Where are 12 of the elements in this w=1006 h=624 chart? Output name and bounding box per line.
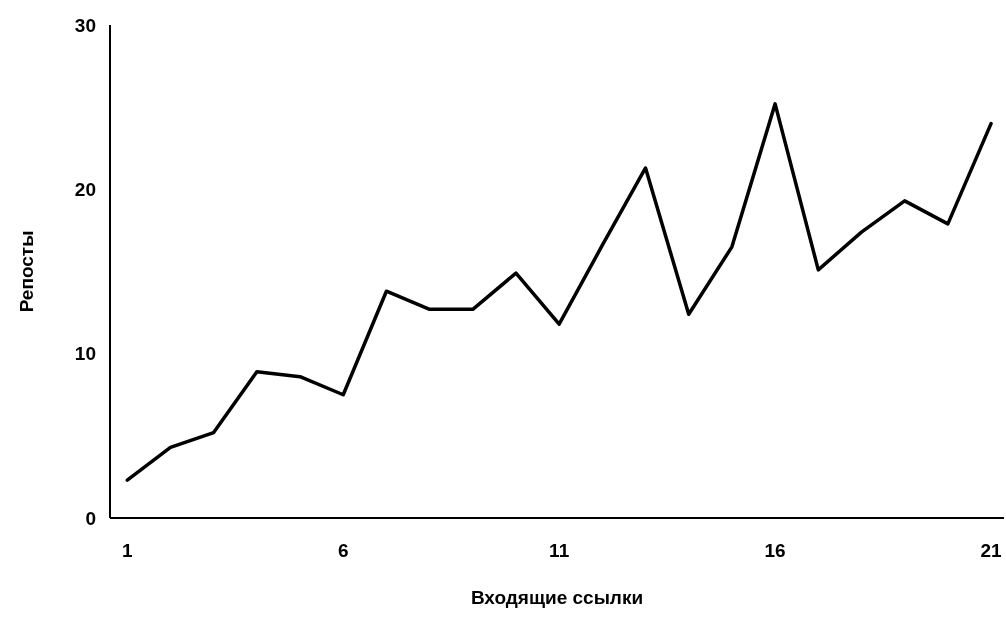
x-tick-label: 16 (764, 539, 786, 561)
y-tick-label: 0 (85, 507, 96, 529)
x-tick-label: 11 (549, 539, 570, 561)
y-tick-label: 10 (74, 343, 96, 365)
y-axis-title: Репосты (15, 230, 37, 313)
y-tick-label: 20 (74, 178, 96, 200)
x-axis-title: Входящие ссылки (470, 587, 644, 608)
line-series (125, 102, 993, 482)
y-tick-label: 30 (74, 14, 96, 36)
x-tick-label: 6 (337, 539, 349, 561)
x-tick-label: 21 (980, 539, 1003, 561)
x-tick-label: 1 (121, 539, 133, 561)
